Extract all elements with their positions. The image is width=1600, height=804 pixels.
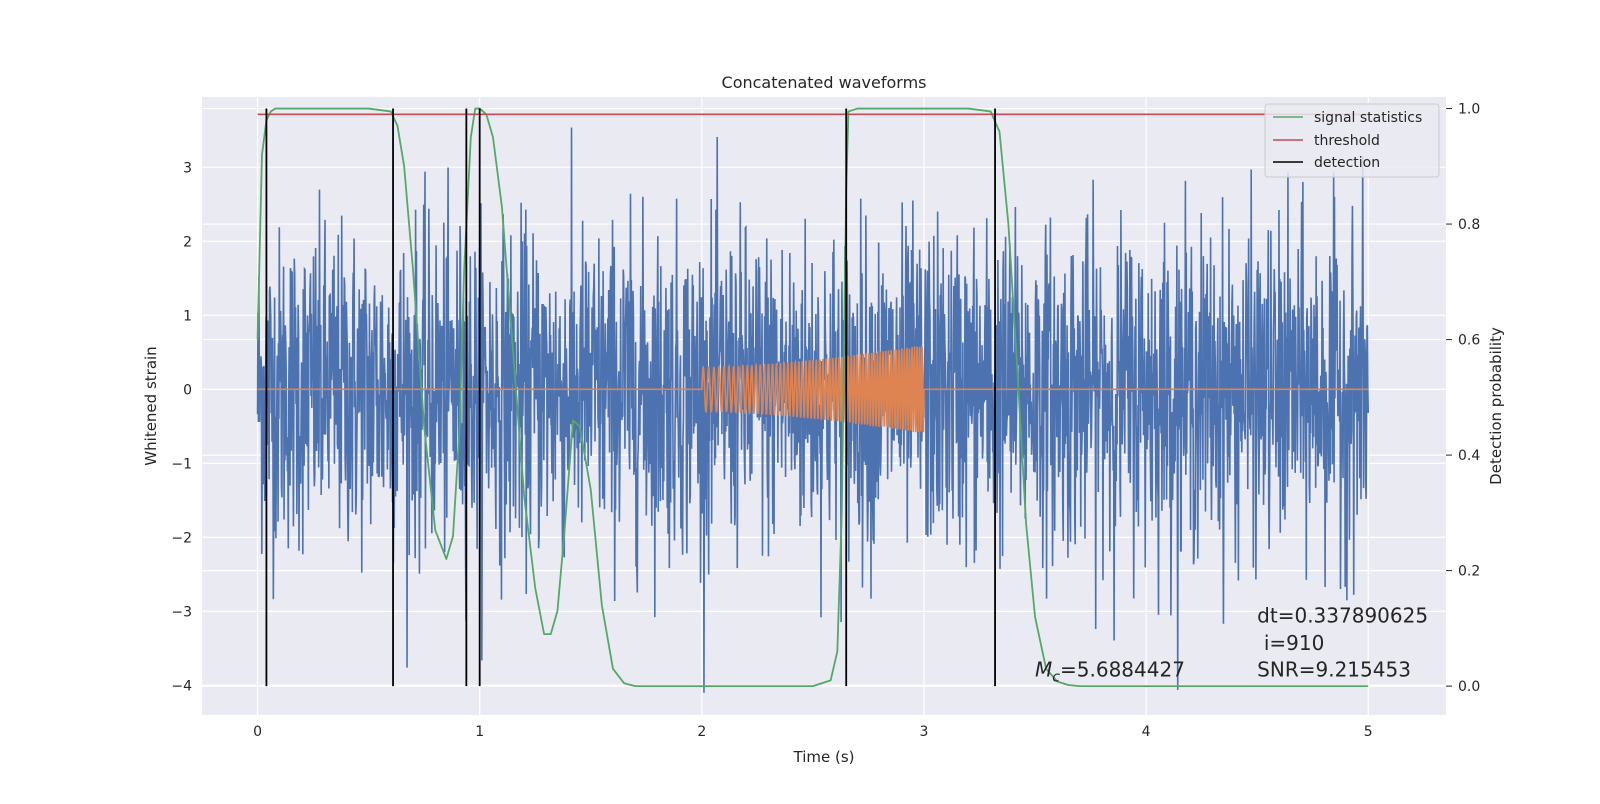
noise-trace <box>256 127 1370 693</box>
y-right-tick-label: 0.0 <box>1458 679 1480 695</box>
y-right-tick-label: 1.0 <box>1458 102 1480 118</box>
chart-title: Concatenated waveforms <box>722 73 927 92</box>
annotation-text: dt=0.337890625 <box>1257 603 1428 627</box>
y-tick-label: −4 <box>171 678 192 694</box>
y-tick-label: 1 <box>183 308 192 324</box>
legend-label-detection: detection <box>1314 155 1380 171</box>
x-axis-label: Time (s) <box>793 748 855 766</box>
x-tick-label: 4 <box>1142 724 1151 740</box>
x-tick-label: 2 <box>697 724 706 740</box>
x-tick-label: 3 <box>920 724 929 740</box>
ticks: 0 1 2 3 4 5 −4 −3 −2 −1 0 1 2 3 0.0 0.2 0.4 0.6 0.8 1.0 <box>171 102 1480 740</box>
y-tick-label: 0 <box>183 382 192 398</box>
y-right-tick-label: 0.4 <box>1458 448 1480 464</box>
annotation-value: =5.6884427 <box>1060 658 1185 682</box>
annotations: dt=0.337890625 i=910 Mc=5.6884427 SNR=9.215… <box>1035 603 1428 685</box>
annotation-text: Mc=5.6884427 <box>1035 658 1185 686</box>
legend: signal statistics threshold detection <box>1264 103 1440 178</box>
legend-box <box>1264 103 1440 178</box>
y-axis-right-label: Detection probability <box>1487 327 1505 485</box>
annotation-symbol: M <box>1035 658 1052 682</box>
y-tick-label: −2 <box>171 530 192 546</box>
y-tick-label: 3 <box>183 160 192 176</box>
y-tick-label: −1 <box>171 456 192 472</box>
annotation-text: SNR=9.215453 <box>1257 658 1411 682</box>
y-axis-label: Whitened strain <box>142 346 160 465</box>
legend-label-signal-statistics: signal statistics <box>1314 110 1422 126</box>
legend-label-threshold: threshold <box>1314 133 1380 149</box>
annotation-subscript: c <box>1052 670 1060 686</box>
x-tick-label: 0 <box>253 724 262 740</box>
y-tick-label: 2 <box>183 234 192 250</box>
x-tick-label: 1 <box>475 724 484 740</box>
annotation-text: i=910 <box>1264 631 1325 655</box>
injected-signal-trace <box>257 345 1369 433</box>
y-right-tick-label: 0.8 <box>1458 217 1480 233</box>
y-right-tick-label: 0.2 <box>1458 564 1480 580</box>
data-layer <box>256 107 1370 693</box>
y-tick-label: −3 <box>171 604 192 620</box>
x-tick-label: 5 <box>1364 724 1373 740</box>
y-right-tick-label: 0.6 <box>1458 333 1480 349</box>
